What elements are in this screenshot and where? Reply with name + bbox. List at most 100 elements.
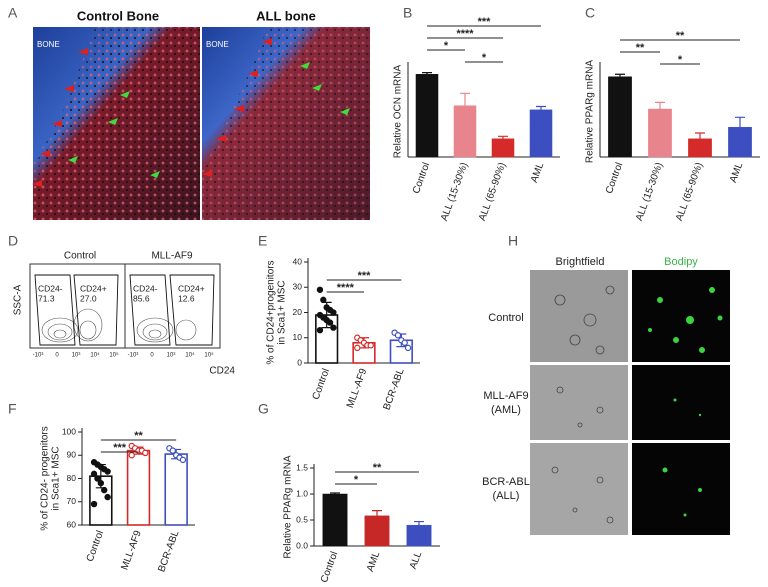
x-tick-label: 10⁵	[109, 352, 119, 359]
row-label: MLL-AF9	[483, 390, 528, 402]
y-tick-label: 20	[293, 307, 303, 317]
gate-value: 27.0	[80, 293, 97, 303]
y-tick-label: 1.5	[296, 462, 308, 472]
data-point	[316, 286, 324, 293]
plot-title: MLL-AF9	[151, 251, 193, 262]
data-point	[367, 342, 374, 349]
y-tick-label: 0.5	[296, 514, 308, 524]
significance-label: *	[482, 52, 487, 64]
data-point	[326, 319, 334, 326]
bar	[406, 524, 432, 547]
y-axis-label: Relative PPARg mRNA	[283, 455, 294, 559]
error-bar	[536, 105, 546, 110]
bar	[608, 76, 632, 158]
data-point	[142, 449, 149, 457]
flow-panel: Control MLL-AF9 CD24- 71.3 CD24+ 27.0 CD…	[13, 251, 236, 377]
x-tick-label: 10⁵	[204, 352, 214, 359]
bar	[648, 108, 672, 158]
data-point	[330, 324, 337, 331]
significance-label: ****	[456, 28, 474, 40]
y-axis-label: Relative OCN mRNA	[393, 65, 404, 159]
y-axis-label: in Sca1+ MSC	[277, 280, 288, 344]
x-tick-label: Control	[604, 161, 625, 195]
x-tick-label: ALL (65-90%)	[674, 161, 705, 222]
row-label: (ALL)	[493, 490, 520, 502]
x-tick-label: -10³	[33, 353, 44, 359]
significance-label: ****	[337, 282, 355, 294]
panel-label: D	[8, 233, 18, 249]
data-point	[404, 344, 412, 352]
data-point	[101, 486, 108, 494]
data-point	[401, 339, 408, 346]
x-tick-label: 10⁴	[185, 352, 195, 359]
panel-label: C	[585, 5, 595, 21]
bar	[415, 74, 439, 158]
data-point	[169, 447, 176, 454]
gate-name: CD24-	[38, 283, 63, 293]
x-tick-label: ALL	[408, 550, 425, 571]
plot-title: Control	[64, 251, 96, 262]
x-tick-label: MLL-AF9	[345, 367, 370, 410]
x-tick-label: ALL (65-90%)	[477, 161, 508, 222]
data-point	[330, 309, 337, 316]
gate-name: CD24-	[133, 283, 158, 293]
bar	[322, 493, 348, 547]
significance-label: ***	[478, 16, 492, 28]
column-header: Brightfield	[556, 256, 605, 268]
bone-label: BONE	[37, 40, 60, 49]
x-tick-label: AML	[728, 161, 746, 184]
gate-value: 85.6	[133, 293, 150, 303]
y-tick-label: 10	[293, 332, 303, 342]
panel-label: H	[508, 233, 518, 249]
image-title: Control Bone	[77, 8, 159, 23]
y-tick-label: 1.0	[296, 488, 308, 498]
histology-image: BONE	[32, 27, 200, 220]
x-tick-label: BCR-ABL	[156, 529, 181, 574]
x-tick-label: 0	[55, 353, 59, 359]
x-tick-label: AML	[365, 550, 383, 573]
y-axis-label: % of CD24+progenitors	[266, 260, 277, 364]
significance-label: *	[678, 54, 683, 66]
significance-label: *	[444, 40, 449, 52]
column-header: Bodipy	[664, 256, 698, 268]
y-tick-label: 0	[297, 357, 302, 367]
x-tick-label: Control	[319, 550, 340, 584]
error-bar	[655, 101, 665, 110]
x-tick-label: 10⁴	[90, 352, 100, 359]
error-bar	[414, 520, 424, 526]
data-point	[128, 452, 135, 459]
error-bar	[460, 92, 470, 106]
error-bar	[330, 492, 340, 494]
bar	[728, 126, 752, 158]
axis-label: CD24	[209, 366, 235, 377]
y-tick-label: 70	[67, 496, 77, 506]
bar	[164, 453, 188, 526]
panel-label: G	[258, 401, 269, 417]
error-bar	[498, 135, 508, 139]
y-tick-label: 80	[67, 473, 77, 483]
bar	[126, 449, 151, 526]
x-tick-label: Control	[311, 367, 332, 401]
histology-image: BONE	[202, 27, 370, 220]
x-tick-label: ALL (15-30%)	[634, 161, 665, 222]
panel-label: A	[8, 5, 18, 21]
x-tick-label: AML	[529, 161, 547, 184]
y-tick-label: 100	[62, 426, 76, 436]
bone-label: BONE	[206, 40, 229, 49]
y-tick-label: 40	[293, 256, 303, 266]
row-label: (AML)	[491, 404, 521, 416]
data-point	[320, 296, 327, 304]
x-tick-label: 10³	[72, 353, 81, 359]
error-bar	[735, 116, 745, 128]
y-tick-label: 90	[67, 450, 77, 460]
data-point	[97, 479, 105, 487]
y-tick-label: 30	[293, 282, 303, 292]
y-axis-label: in Sca1+ MSC	[51, 446, 62, 510]
significance-label: ***	[113, 442, 127, 454]
bar	[529, 109, 553, 158]
data-point	[354, 344, 361, 352]
panel-label: F	[8, 401, 17, 417]
panel-label: B	[403, 5, 412, 21]
data-point	[179, 456, 187, 464]
